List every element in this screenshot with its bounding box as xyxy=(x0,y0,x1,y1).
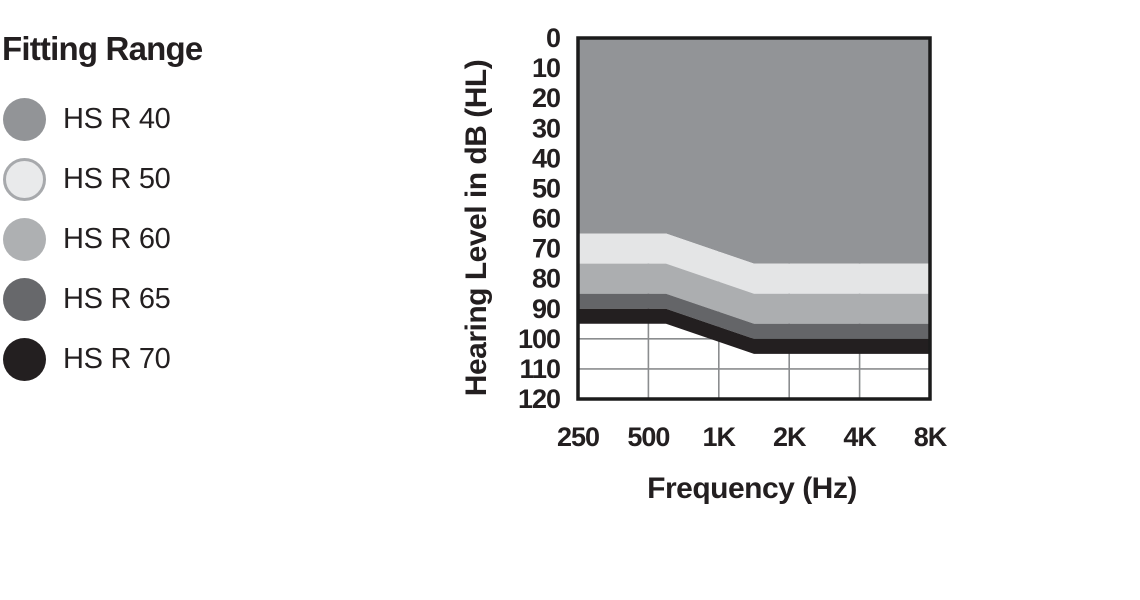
legend-label-hs-r-70: HS R 70 xyxy=(63,343,171,375)
band-hs-r-60 xyxy=(578,263,930,324)
y-tick-label-30: 30 xyxy=(532,113,560,143)
legend-label-hs-r-50: HS R 50 xyxy=(63,163,171,195)
range-bands xyxy=(578,38,930,354)
y-tick-label-60: 60 xyxy=(532,204,560,234)
legend-item-hs-r-40: HS R 40 xyxy=(3,98,171,141)
y-tick-label-0: 0 xyxy=(546,23,560,53)
legend-item-hs-r-70: HS R 70 xyxy=(3,338,171,381)
x-tick-label-4k: 4K xyxy=(843,422,877,452)
y-axis-title: Hearing Level in dB (HL) xyxy=(460,60,493,396)
y-tick-label-70: 70 xyxy=(532,234,560,264)
x-tick-label-250: 250 xyxy=(557,422,599,452)
y-tick-label-10: 10 xyxy=(532,53,560,83)
x-tick-label-8k: 8K xyxy=(914,422,948,452)
legend-swatch-hs-r-60-icon xyxy=(3,218,46,261)
band-hs-r-65 xyxy=(578,293,930,339)
x-tick-label-1k: 1K xyxy=(703,422,737,452)
legend-item-hs-r-65: HS R 65 xyxy=(3,278,171,321)
plot-border xyxy=(576,36,932,401)
legend-title: Fitting Range xyxy=(2,30,203,67)
legend-swatch-hs-r-65-icon xyxy=(3,278,46,321)
legend-swatch-hs-r-70-icon xyxy=(3,338,46,381)
y-tick-label-40: 40 xyxy=(532,143,560,173)
y-tick-label-120: 120 xyxy=(518,384,560,414)
legend-label-hs-r-65: HS R 65 xyxy=(63,283,171,315)
legend-label-hs-r-40: HS R 40 xyxy=(63,103,171,135)
legend-swatch-hs-r-40-icon xyxy=(3,98,46,141)
legend-swatch-hs-r-50-icon xyxy=(3,158,46,201)
y-tick-label-50: 50 xyxy=(532,173,560,203)
y-tick-label-100: 100 xyxy=(518,324,560,354)
x-axis-title: Frequency (Hz) xyxy=(647,472,857,505)
y-tick-label-90: 90 xyxy=(532,294,560,324)
x-axis-tick-labels: 250 500 1K 2K 4K 8K xyxy=(557,422,949,452)
y-tick-label-20: 20 xyxy=(532,83,560,113)
legend-item-hs-r-60: HS R 60 xyxy=(3,218,171,261)
legend-label-hs-r-60: HS R 60 xyxy=(63,223,171,255)
band-hs-r-70 xyxy=(578,308,930,354)
legend-item-hs-r-50: HS R 50 xyxy=(3,158,171,201)
x-tick-label-500: 500 xyxy=(627,422,669,452)
band-hs-r-40 xyxy=(578,38,930,264)
band-hs-r-50 xyxy=(578,233,930,294)
legend: HS R 40 HS R 50 HS R 60 HS R 65 HS R 70 xyxy=(3,98,171,398)
x-tick-label-2k: 2K xyxy=(773,422,807,452)
y-tick-label-80: 80 xyxy=(532,264,560,294)
y-tick-label-110: 110 xyxy=(519,354,560,384)
